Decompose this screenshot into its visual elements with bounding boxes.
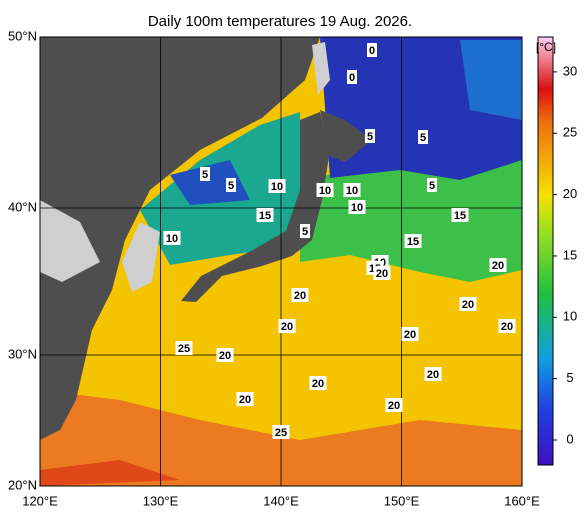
contour-label-box (278, 319, 296, 333)
contour-label-box (272, 425, 290, 439)
contour-label-box (163, 231, 181, 245)
contour-label: 15 (454, 210, 466, 222)
contour-label-box (316, 183, 334, 197)
contour-label: 0 (349, 72, 355, 84)
contour-label: 20 (239, 394, 251, 406)
lon-tick-label: 130°E (143, 493, 179, 508)
contour-label: 0 (369, 45, 375, 57)
contour-label: 10 (346, 185, 358, 197)
contour-label-box (404, 234, 422, 248)
lon-tick-label: 140°E (263, 493, 299, 508)
colorbar-tick-label: 5 (566, 370, 573, 385)
contour-label-box (385, 398, 403, 412)
contour-label-box (216, 348, 234, 362)
contour-label: 5 (228, 180, 234, 192)
contour-label: 20 (404, 329, 416, 341)
lon-tick-label: 120°E (22, 493, 58, 508)
contour-label: 10 (351, 202, 363, 214)
contour-label: 15 (407, 236, 419, 248)
lat-tick-label: 50°N (8, 28, 37, 43)
japan (181, 112, 330, 302)
contour-label: 20 (462, 299, 474, 311)
contour-label-box (401, 327, 419, 341)
contour-label: 5 (429, 180, 435, 192)
korea (122, 222, 160, 292)
contour-label-box (175, 341, 193, 355)
contour-labels: 0055551010101051551510151015202020202020… (163, 43, 516, 439)
contour-label: 20 (219, 350, 231, 362)
contour-label-box (451, 208, 469, 222)
ocean-hottest (40, 460, 180, 486)
lat-tick-label: 40°N (8, 199, 37, 214)
contour-label: 5 (420, 132, 426, 144)
contour-label-box (427, 178, 437, 192)
contour-label-box (418, 130, 428, 144)
contour-label: 20 (281, 321, 293, 333)
colorbar (537, 36, 554, 466)
lat-tick-label: 20°N (8, 477, 37, 492)
colorbar-tick-label: 15 (563, 247, 577, 262)
colorbar-unit: [°C] (536, 40, 556, 54)
contour-label-box (459, 297, 477, 311)
contour-label-box (424, 367, 442, 381)
contour-label-box (365, 129, 375, 143)
contour-label: 20 (427, 369, 439, 381)
contour-label: 20 (492, 260, 504, 272)
contour-label: 5 (302, 226, 308, 238)
contour-label-box (300, 224, 310, 238)
contour-label-box (256, 208, 274, 222)
contour-label-box (348, 200, 366, 214)
contour-label-box (200, 167, 210, 181)
contour-label: 10 (319, 185, 331, 197)
contour-label: 10 (271, 181, 283, 193)
continent (40, 37, 320, 440)
map-title: Daily 100m temperatures 19 Aug. 2026. (148, 13, 412, 30)
land-light (40, 200, 100, 282)
contour-label: 20 (388, 400, 400, 412)
colorbar-tick-label: 10 (563, 309, 577, 324)
contour-label-box (291, 288, 309, 302)
contour-label-box (268, 179, 286, 193)
japan-sea-cold (170, 160, 250, 205)
contour-label-box (226, 178, 236, 192)
ocean-cool (460, 40, 522, 120)
map-frame (39, 36, 523, 487)
lon-tick-label: 150°E (384, 493, 420, 508)
contour-label-box (367, 43, 377, 57)
contour-label: 20 (312, 378, 324, 390)
colorbar-tick-label: 25 (563, 125, 577, 140)
lon-tick-label: 160°E (504, 493, 540, 508)
contour-label: 20 (294, 290, 306, 302)
contour-label-box (498, 319, 516, 333)
hokkaido (320, 110, 372, 162)
contour-label: 25 (275, 427, 287, 439)
contour-label-box (343, 183, 361, 197)
colorbar-tick-label: 30 (563, 63, 577, 78)
contour-label-box (347, 70, 357, 84)
contour-label: 10 (166, 233, 178, 245)
contour-label: 20 (376, 268, 388, 280)
contour-label-box (489, 258, 507, 272)
contour-label: 5 (367, 131, 373, 143)
sakhalin (312, 42, 330, 95)
contour-label-box (309, 376, 327, 390)
contour-label: 15 (259, 210, 271, 222)
contour-label: 25 (178, 343, 190, 355)
map-area: 0055551010101051551510151015202020202020… (40, 37, 522, 486)
colorbar-tick-label: 20 (563, 186, 577, 201)
contour-label: 20 (501, 321, 513, 333)
contour-label-box (373, 266, 391, 280)
contour-label-box (236, 392, 254, 406)
lat-tick-label: 30°N (8, 346, 37, 361)
colorbar-tick-label: 0 (566, 431, 573, 446)
contour-label: 5 (202, 169, 208, 181)
